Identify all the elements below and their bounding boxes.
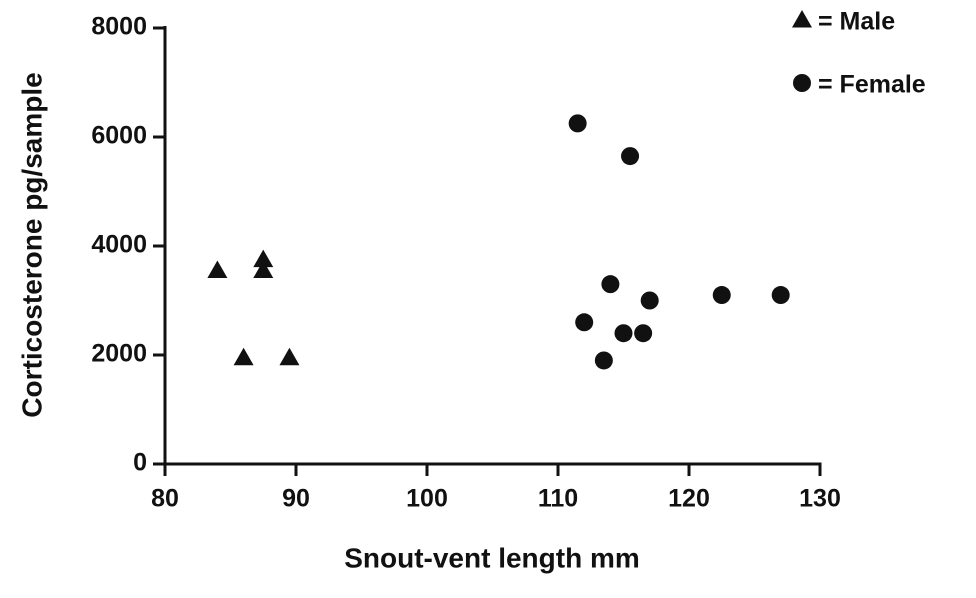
point: [594, 351, 613, 370]
point: [253, 260, 274, 279]
x-tick-label: 130: [799, 485, 841, 513]
y-tick-label: 4000: [91, 231, 147, 259]
legend-label: = Male: [818, 8, 895, 36]
point: [640, 291, 659, 310]
point: [601, 275, 620, 294]
point: [207, 260, 228, 279]
point: [771, 286, 790, 305]
legend-marker: [792, 10, 812, 28]
point: [253, 249, 274, 268]
y-tick-label: 2000: [91, 340, 147, 368]
x-axis-title: Snout-vent length mm: [344, 542, 640, 573]
x-tick-label: 110: [538, 485, 578, 513]
x-tick-label: 80: [151, 485, 179, 513]
point: [568, 114, 587, 133]
point: [621, 147, 640, 166]
x-tick-label: 100: [406, 485, 448, 513]
y-tick-label: 0: [133, 449, 147, 477]
point: [575, 313, 594, 332]
point: [614, 324, 633, 343]
legend-marker: [793, 74, 811, 92]
x-tick-label: 90: [282, 485, 310, 513]
point: [279, 347, 300, 366]
y-tick-label: 6000: [91, 122, 147, 150]
y-axis-title: Corticosterone pg/sample: [16, 72, 47, 417]
x-tick-label: 120: [668, 485, 710, 513]
point: [634, 324, 653, 343]
point: [233, 347, 254, 366]
legend-label: = Female: [818, 71, 926, 99]
y-tick-label: 8000: [91, 13, 147, 41]
point: [712, 286, 731, 305]
